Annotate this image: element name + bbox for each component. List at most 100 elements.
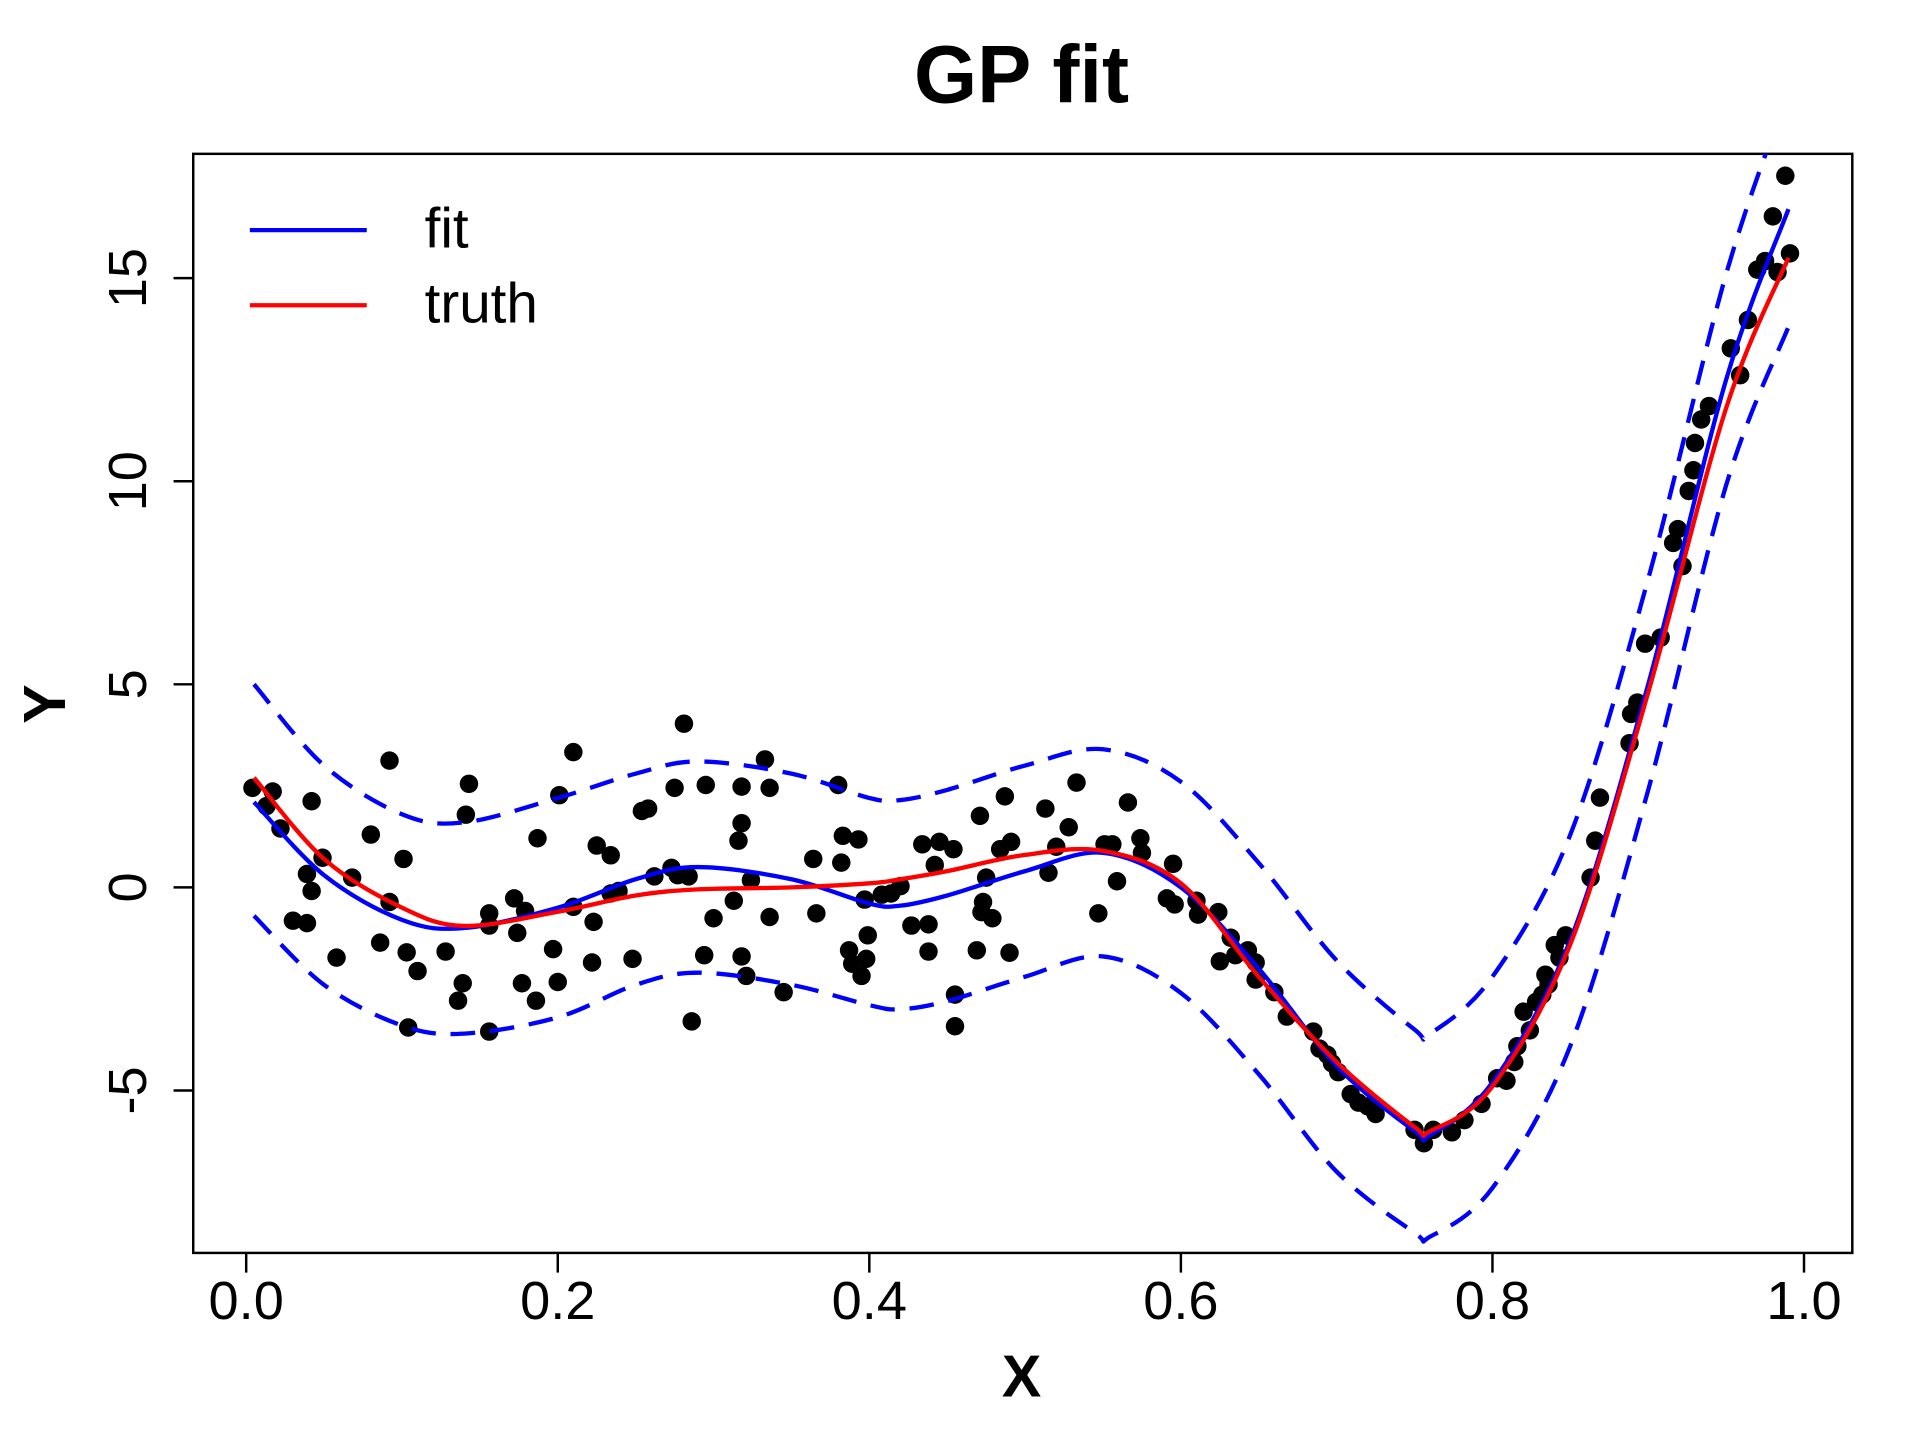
data-point <box>1776 166 1795 186</box>
data-point <box>1103 835 1122 854</box>
data-point <box>1107 872 1127 891</box>
data-point <box>302 792 321 811</box>
data-point <box>1586 831 1605 850</box>
data-point <box>724 891 744 911</box>
data-point <box>694 945 714 965</box>
data-point <box>973 892 993 912</box>
legend-label: fit <box>425 197 469 260</box>
data-point <box>1685 433 1705 453</box>
chart-title: GP fit <box>914 30 1129 121</box>
band-line <box>252 326 1791 1244</box>
data-point <box>737 966 756 986</box>
data-point <box>832 853 851 872</box>
data-point <box>512 974 532 993</box>
data-point <box>774 982 793 1002</box>
data-point <box>508 923 527 943</box>
data-point <box>1210 952 1230 971</box>
data-point <box>1131 828 1150 848</box>
data-point <box>1366 1104 1385 1124</box>
data-point <box>408 961 427 981</box>
data-point <box>925 855 944 875</box>
data-point <box>548 972 567 992</box>
data-point <box>479 904 499 923</box>
data-point <box>528 828 547 848</box>
data-point <box>967 941 987 960</box>
band-line <box>252 153 1768 1042</box>
data-point <box>587 836 606 855</box>
data-point <box>1780 244 1800 263</box>
data-point <box>1590 788 1610 807</box>
data-point <box>584 912 603 932</box>
data-point <box>459 774 479 794</box>
data-point <box>755 750 775 769</box>
data-point <box>623 949 642 969</box>
data-point <box>833 826 853 846</box>
data-point <box>674 714 694 733</box>
data-point <box>1001 832 1021 852</box>
plot-frame <box>192 152 1854 1255</box>
data-point <box>1067 773 1086 792</box>
data-point <box>448 991 468 1010</box>
data-point <box>283 911 303 930</box>
x-tick-label: 1.0 <box>1766 1271 1841 1331</box>
data-point <box>564 742 583 762</box>
data-point <box>297 864 317 884</box>
data-point <box>1165 895 1184 914</box>
data-point <box>504 889 524 908</box>
data-point <box>919 942 938 961</box>
data-point <box>679 867 698 886</box>
x-tick-label: 0.6 <box>1143 1271 1218 1331</box>
data-point <box>665 778 684 798</box>
data-point <box>732 947 751 966</box>
data-point <box>302 881 321 901</box>
data-point <box>453 974 472 993</box>
data-point <box>919 915 938 934</box>
data-point <box>1635 634 1655 653</box>
data-point <box>380 751 399 770</box>
data-point <box>1188 905 1208 924</box>
data-point <box>945 1017 965 1036</box>
x-tick-label: 0.0 <box>209 1271 284 1331</box>
data-point <box>741 870 761 890</box>
data-point <box>398 1018 418 1037</box>
data-point <box>297 913 317 933</box>
data-point <box>397 943 416 962</box>
data-point <box>1246 970 1265 989</box>
data-point <box>852 966 871 986</box>
data-point <box>1442 1123 1462 1142</box>
data-point <box>760 907 779 927</box>
series-line <box>252 256 1791 1139</box>
data-point <box>1304 1022 1323 1041</box>
data-point <box>902 916 921 935</box>
data-point <box>582 953 602 972</box>
data-point <box>1059 818 1078 837</box>
data-point <box>807 904 826 923</box>
data-point <box>638 799 658 818</box>
data-point <box>1039 863 1058 882</box>
data-point <box>479 1022 499 1041</box>
data-point <box>1691 410 1711 429</box>
data-point <box>970 806 990 826</box>
y-tick-label: 15 <box>98 248 158 308</box>
data-point <box>1118 793 1138 812</box>
y-tick-label: 10 <box>98 451 158 511</box>
data-point <box>1036 799 1055 818</box>
legend-label: truth <box>425 272 538 335</box>
data-point <box>370 933 390 952</box>
data-point <box>760 778 779 798</box>
y-tick-label: -5 <box>98 1066 158 1114</box>
data-point <box>327 948 346 967</box>
data-point <box>543 939 563 959</box>
data-point <box>1089 904 1108 923</box>
data-point <box>361 825 381 844</box>
data-point <box>682 1012 701 1031</box>
data-point <box>1163 854 1183 874</box>
data-point <box>983 909 1002 928</box>
data-point <box>732 813 751 833</box>
series-line <box>252 208 1791 1143</box>
data-point <box>601 846 620 865</box>
data-point <box>732 777 751 796</box>
data-point <box>394 849 413 869</box>
